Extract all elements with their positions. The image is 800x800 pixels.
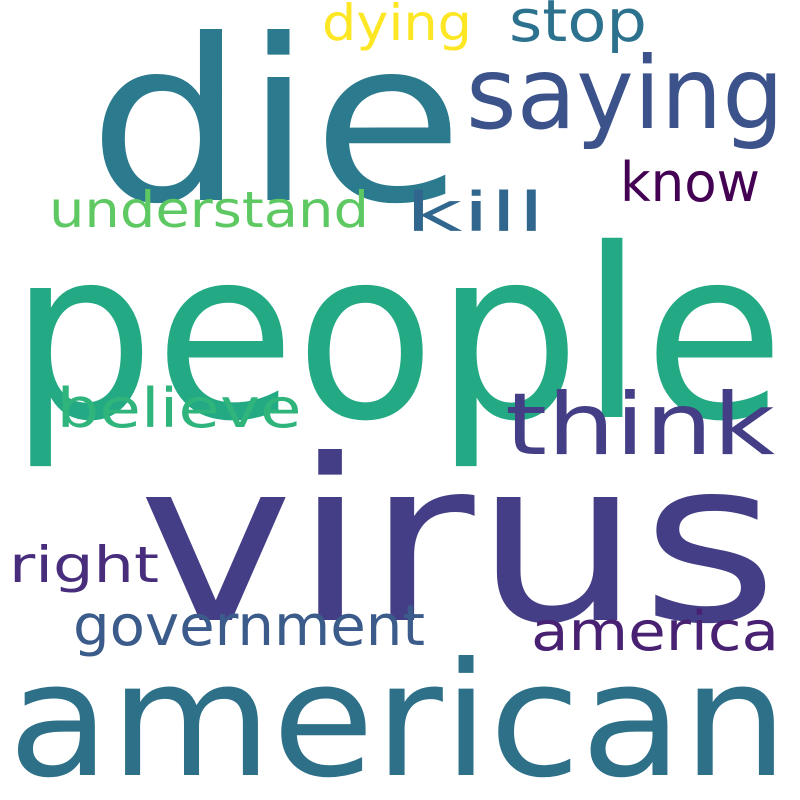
- word-government: government: [73, 594, 425, 659]
- word-right: right: [9, 536, 159, 594]
- word-america: america: [531, 600, 779, 663]
- word-think: think: [505, 375, 775, 475]
- word-people: people: [10, 198, 785, 473]
- word-stop: stop: [509, 0, 647, 55]
- word-believe: believe: [57, 377, 302, 440]
- word-know: know: [620, 151, 760, 214]
- word-american: american: [8, 629, 788, 800]
- word-saying: saying: [466, 35, 784, 152]
- word-understand: understand: [49, 181, 369, 239]
- word-virus: virus: [138, 412, 778, 674]
- word-dying: dying: [322, 0, 472, 52]
- word-kill: kill: [405, 181, 545, 244]
- word-die: die: [89, 0, 464, 254]
